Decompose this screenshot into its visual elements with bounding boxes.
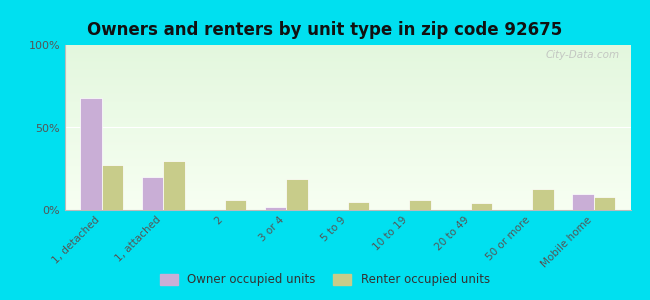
Legend: Owner occupied units, Renter occupied units: Owner occupied units, Renter occupied un… bbox=[155, 269, 495, 291]
Bar bbox=[265, 207, 286, 210]
Bar bbox=[410, 200, 431, 210]
Bar bbox=[572, 194, 593, 210]
Bar bbox=[593, 197, 615, 210]
Bar bbox=[142, 177, 163, 210]
Bar bbox=[348, 202, 369, 210]
Bar bbox=[81, 98, 102, 210]
Bar bbox=[532, 188, 554, 210]
Bar bbox=[163, 160, 185, 210]
Bar bbox=[286, 178, 308, 210]
Text: City-Data.com: City-Data.com bbox=[545, 50, 619, 60]
Bar bbox=[471, 203, 492, 210]
Text: Owners and renters by unit type in zip code 92675: Owners and renters by unit type in zip c… bbox=[87, 21, 563, 39]
Bar bbox=[102, 165, 124, 210]
Bar bbox=[225, 200, 246, 210]
